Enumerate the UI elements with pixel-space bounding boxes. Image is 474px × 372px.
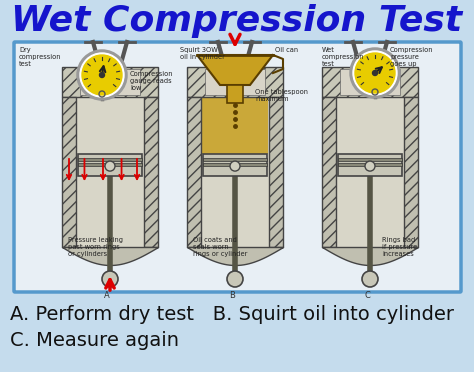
FancyBboxPatch shape xyxy=(14,42,461,292)
Bar xyxy=(187,67,283,97)
Text: B: B xyxy=(229,291,235,300)
Bar xyxy=(205,69,265,95)
Circle shape xyxy=(100,73,104,77)
Circle shape xyxy=(227,271,243,287)
Circle shape xyxy=(365,161,375,171)
Text: Compression
gauge reads
low: Compression gauge reads low xyxy=(130,71,173,91)
Bar xyxy=(78,154,142,176)
Text: Wet Compression Test: Wet Compression Test xyxy=(11,4,463,38)
Bar xyxy=(227,85,243,103)
Circle shape xyxy=(105,161,115,171)
Circle shape xyxy=(362,271,378,287)
Bar xyxy=(144,97,158,247)
Bar xyxy=(404,97,418,247)
Circle shape xyxy=(82,55,122,95)
Bar xyxy=(187,97,201,247)
Bar xyxy=(78,163,142,166)
Text: Rings bad
if pressure
increases: Rings bad if pressure increases xyxy=(382,237,417,257)
Text: Dry
compression
test: Dry compression test xyxy=(19,47,62,67)
Text: Wet
compression
test: Wet compression test xyxy=(322,47,365,67)
Circle shape xyxy=(353,51,397,95)
Circle shape xyxy=(230,161,240,171)
Bar xyxy=(80,69,140,95)
Bar xyxy=(322,97,336,247)
Text: C: C xyxy=(364,291,370,300)
Bar xyxy=(62,97,76,247)
Bar xyxy=(201,97,269,247)
Bar xyxy=(269,97,283,247)
Bar xyxy=(338,163,402,166)
Text: A: A xyxy=(104,291,110,300)
Circle shape xyxy=(78,51,126,99)
Text: One tablespoon
maximum: One tablespoon maximum xyxy=(255,89,308,102)
Bar xyxy=(340,69,400,95)
Text: Oil coats and
seals worn
rings or cylinder: Oil coats and seals worn rings or cylind… xyxy=(193,237,247,257)
Bar xyxy=(336,97,404,247)
Circle shape xyxy=(355,53,395,93)
Bar xyxy=(203,154,267,176)
Polygon shape xyxy=(197,55,273,85)
Text: A. Perform dry test   B. Squirt oil into cylinder: A. Perform dry test B. Squirt oil into c… xyxy=(10,305,454,324)
Circle shape xyxy=(351,49,399,97)
Text: Oil can: Oil can xyxy=(275,47,298,53)
Circle shape xyxy=(102,271,118,287)
Text: Pressure leaking
past worn rings
or cylinders: Pressure leaking past worn rings or cyli… xyxy=(68,237,123,257)
Bar xyxy=(202,98,268,154)
Bar xyxy=(62,67,158,97)
Bar xyxy=(338,154,402,176)
Bar xyxy=(203,163,267,166)
Text: C. Measure again: C. Measure again xyxy=(10,331,179,350)
Circle shape xyxy=(80,53,124,97)
Bar xyxy=(78,158,142,161)
Circle shape xyxy=(373,71,377,76)
Bar xyxy=(203,158,267,161)
Bar xyxy=(338,158,402,161)
Bar xyxy=(76,97,144,247)
Text: Compression
pressure
goes up: Compression pressure goes up xyxy=(390,47,434,67)
Bar xyxy=(322,67,418,97)
Text: Squirt 3OW
oil in cylinder: Squirt 3OW oil in cylinder xyxy=(180,47,225,60)
